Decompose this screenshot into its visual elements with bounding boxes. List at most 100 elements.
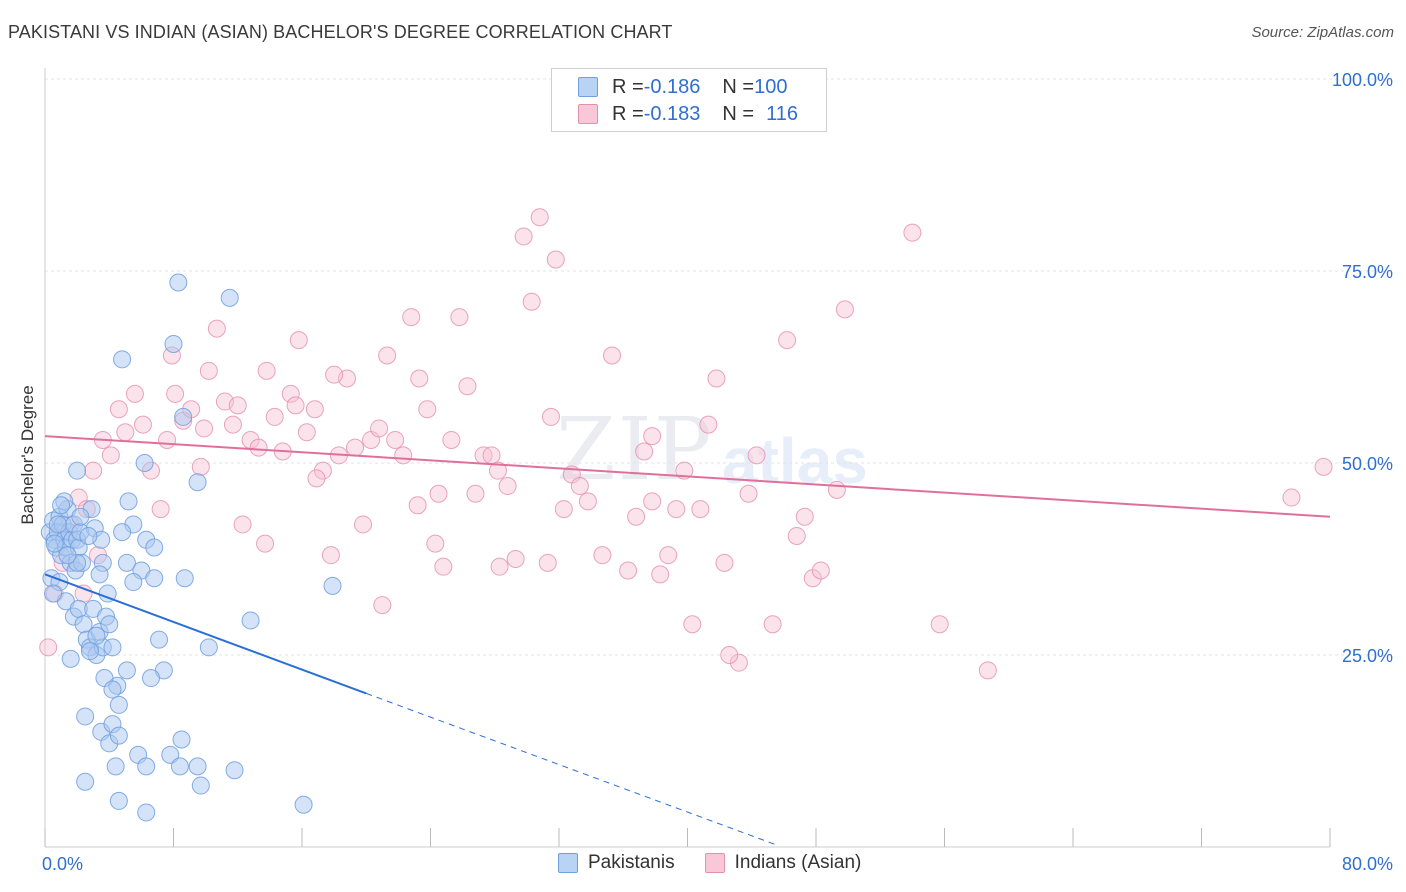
- source-credit: Source: ZipAtlas.com: [1251, 24, 1394, 41]
- data-point-indians: [739, 484, 758, 503]
- data-point-pakistanis: [61, 649, 80, 668]
- data-point-pakistanis: [145, 538, 164, 557]
- data-point-indians: [386, 430, 405, 449]
- indians-series: [39, 208, 1333, 680]
- data-point-indians: [307, 469, 326, 488]
- trend-line-indians: [44, 435, 1331, 518]
- legend-item-indians[interactable]: Indians (Asian): [704, 852, 862, 874]
- data-point-pakistanis: [175, 569, 194, 588]
- chart-title: PAKISTANI VS INDIAN (ASIAN) BACHELOR'S D…: [8, 22, 673, 42]
- y-tick-label: 50.0%: [1342, 454, 1393, 474]
- data-point-indians: [541, 407, 560, 426]
- legend-label-indians: Indians (Asian): [734, 852, 862, 873]
- data-point-indians: [778, 331, 797, 350]
- data-point-indians: [729, 653, 748, 672]
- data-point-pakistanis: [150, 630, 169, 649]
- x-tick-label: 0.0%: [42, 854, 83, 874]
- y-axis-label: Bachelor's Degree: [18, 385, 37, 525]
- data-point-indians: [651, 565, 670, 584]
- n-label: N =: [722, 75, 755, 98]
- data-point-indians: [84, 461, 103, 480]
- n-value-indians: 116: [766, 102, 798, 125]
- y-tick-label: 100.0%: [1332, 70, 1393, 90]
- data-point-indians: [125, 384, 144, 403]
- data-point-pakistanis: [44, 584, 63, 603]
- data-point-pakistanis: [174, 407, 193, 426]
- data-point-pakistanis: [294, 795, 313, 814]
- data-point-indians: [1282, 488, 1301, 507]
- data-point-indians: [373, 596, 392, 615]
- data-point-indians: [151, 500, 170, 519]
- data-point-pakistanis: [76, 772, 95, 791]
- data-point-pakistanis: [68, 461, 87, 480]
- data-point-indians: [199, 361, 218, 380]
- series-legend: Pakistanis Indians (Asian): [558, 852, 891, 874]
- data-point-indians: [720, 646, 739, 664]
- data-point-indians: [346, 438, 365, 457]
- data-point-indians: [930, 615, 949, 634]
- data-point-pakistanis: [100, 615, 119, 634]
- data-point-indians: [370, 419, 389, 438]
- r-value-pakistanis: -0.186: [643, 75, 701, 98]
- data-point-pakistanis: [109, 726, 128, 745]
- data-point-indians: [249, 438, 268, 457]
- data-point-indians: [429, 484, 448, 503]
- data-point-indians: [554, 500, 573, 519]
- legend-label-pakistanis: Pakistanis: [588, 852, 675, 873]
- data-point-indians: [321, 546, 340, 565]
- data-point-indians: [795, 507, 814, 526]
- data-point-pakistanis: [170, 757, 189, 776]
- data-point-pakistanis: [76, 707, 95, 726]
- data-point-indians: [418, 400, 437, 419]
- data-point-indians: [707, 369, 726, 388]
- trend-lines: [44, 435, 1331, 846]
- data-point-pakistanis: [169, 273, 188, 292]
- data-point-pakistanis: [87, 626, 106, 645]
- data-point-indians: [635, 442, 654, 461]
- x-tick-label: 80.0%: [1342, 854, 1393, 874]
- data-point-pakistanis: [142, 669, 161, 688]
- tick-labels: 25.0% 50.0% 75.0% 100.0% 0.0% 80.0%: [42, 70, 1393, 874]
- data-point-indians: [570, 477, 589, 496]
- data-point-indians: [402, 308, 421, 327]
- data-point-pakistanis: [48, 515, 67, 534]
- legend-row-indians: R = -0.183 N = 116: [578, 102, 798, 126]
- data-point-indians: [811, 561, 830, 580]
- data-point-indians: [39, 638, 58, 657]
- data-point-indians: [546, 250, 565, 269]
- data-point-indians: [325, 365, 344, 384]
- data-point-indians: [619, 561, 638, 580]
- trend-line-pakistanis-extension: [366, 692, 777, 846]
- data-point-indians: [978, 661, 997, 680]
- n-label: N =: [722, 102, 755, 125]
- data-point-indians: [305, 400, 324, 419]
- data-point-pakistanis: [137, 803, 156, 822]
- data-point-indians: [699, 415, 718, 434]
- data-point-indians: [715, 553, 734, 572]
- data-point-pakistanis: [124, 573, 143, 592]
- pakistanis-series: [40, 273, 342, 822]
- data-point-indians: [133, 415, 152, 434]
- data-point-indians: [627, 507, 646, 526]
- data-point-indians: [426, 534, 445, 553]
- data-point-indians: [297, 423, 316, 442]
- data-point-indians: [578, 492, 597, 511]
- data-point-indians: [265, 407, 284, 426]
- pakistanis-swatch: [558, 853, 578, 873]
- data-point-pakistanis: [103, 638, 122, 657]
- data-point-indians: [827, 480, 846, 499]
- data-point-pakistanis: [109, 695, 128, 714]
- data-point-indians: [195, 419, 214, 438]
- data-point-pakistanis: [117, 661, 136, 680]
- data-point-indians: [514, 227, 533, 246]
- correlation-legend: R = -0.186 N = 100 R = -0.183 N = 116: [551, 68, 827, 132]
- data-point-indians: [530, 208, 549, 227]
- watermark-zip: ZIP: [556, 400, 714, 500]
- y-tick-label: 25.0%: [1342, 646, 1393, 666]
- legend-item-pakistanis[interactable]: Pakistanis: [558, 852, 675, 874]
- data-point-indians: [643, 427, 662, 446]
- data-point-indians: [158, 430, 177, 449]
- data-point-indians: [835, 300, 854, 319]
- data-point-indians: [538, 553, 557, 572]
- data-point-indians: [1314, 457, 1333, 476]
